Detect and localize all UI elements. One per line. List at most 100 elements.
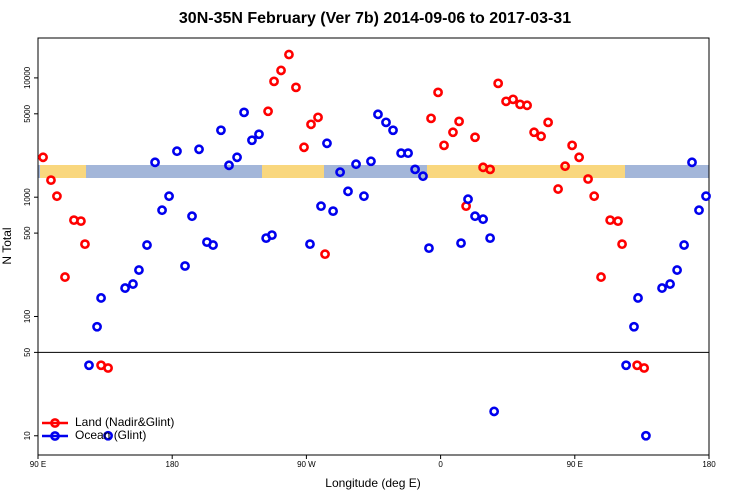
x-tick-label: 90 E [30,460,46,469]
data-point [560,161,571,172]
data-point [485,164,496,175]
data-point [299,142,309,153]
data-point [418,171,428,182]
data-point [316,201,326,212]
data-point [263,106,273,117]
data-point [522,100,532,111]
data-point [403,148,413,159]
data-point [157,205,167,216]
data-point [80,239,90,250]
data-point [463,194,473,205]
data-point [373,109,383,120]
data-point [433,87,443,98]
data-point [291,82,301,93]
data-point [388,125,398,136]
data-point [701,191,711,202]
y-tick-label: 100 [23,309,32,323]
data-point [574,152,585,163]
data-point [536,131,547,142]
data-point [103,430,113,441]
land-band [262,165,324,178]
x-tick-label: 90 E [567,460,583,469]
data-point [633,293,643,303]
data-point [216,125,226,136]
data-point [621,360,631,371]
data-point [313,112,323,123]
data-point [679,240,689,250]
data-point [306,119,316,130]
data-point [142,240,152,250]
data-point [567,140,578,151]
data-point [694,205,704,216]
data-point [629,321,639,332]
data-point [493,78,504,89]
data-point [84,360,94,371]
data-point [351,159,361,170]
data-point [150,157,160,168]
data-point [128,279,138,289]
data-point [224,160,234,171]
data-point [194,144,204,155]
x-tick-label: 90 W [297,460,316,469]
data-point [343,186,353,197]
data-point [92,321,102,332]
data-point [478,214,488,225]
data-point [284,49,294,60]
data-point [134,265,144,275]
data-point [103,363,113,373]
data-point [454,116,464,127]
data-point [589,191,600,202]
data-point [76,216,86,227]
data-point [426,113,436,124]
data-point [687,157,697,168]
data-point [553,184,563,194]
data-point [164,191,174,202]
data-point [328,206,338,217]
data-point [208,240,218,250]
data-point [247,135,257,146]
data-point [335,167,345,178]
x-axis-label: Longitude (deg E) [325,476,420,490]
data-point [96,293,106,303]
y-axis-label: N Total [0,227,14,264]
data-point [489,406,500,417]
data-point [46,175,56,186]
data-point [543,117,554,128]
data-point [232,152,242,163]
data-point [485,233,496,244]
data-point [120,283,130,293]
y-tick-label: 500 [23,226,32,240]
data-point [276,65,286,76]
y-tick-label: 10 [23,431,32,440]
data-point [366,156,376,167]
data-point [439,140,449,151]
data-point [381,117,391,128]
data-point [641,430,651,441]
x-tick-label: 180 [702,460,716,469]
y-tick-label: 10000 [23,66,32,89]
data-point [583,174,593,184]
data-point [254,129,264,140]
y-tick-label: 5000 [23,104,32,122]
y-tick-label: 50 [23,347,32,356]
y-tick-label: 1000 [23,188,32,206]
data-point [665,279,675,289]
chart-title: 30N-35N February (Ver 7b) 2014-09-06 to … [179,10,571,27]
data-point [305,239,315,250]
data-point [448,127,458,138]
data-point [672,265,682,275]
data-point [269,76,279,87]
data-point [639,363,650,373]
legend-marker [50,431,60,441]
data-point [320,249,330,260]
data-point [410,164,421,175]
legend-label: Land (Nadir&Glint) [75,415,174,429]
data-point [456,238,466,249]
data-point [424,243,434,254]
data-point [613,216,623,227]
data-point [322,138,332,149]
legend-marker [50,418,60,428]
data-point [596,272,606,282]
data-point [239,107,249,118]
